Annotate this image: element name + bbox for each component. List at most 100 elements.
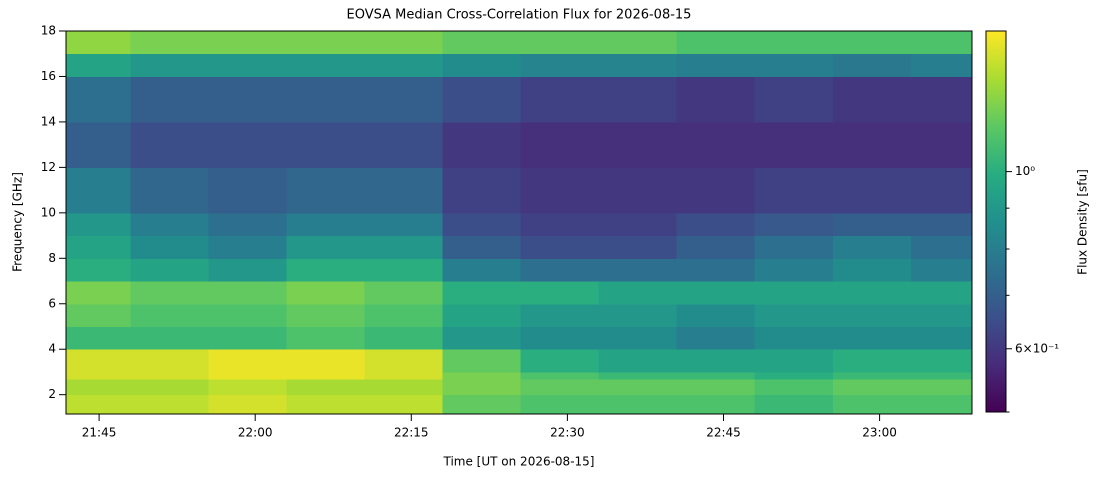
heatmap-cell xyxy=(520,303,600,327)
heatmap-cell xyxy=(364,53,444,77)
heatmap-cell xyxy=(832,378,912,396)
heatmap-cell xyxy=(754,76,834,123)
heatmap-cell xyxy=(910,394,973,415)
heatmap-cell xyxy=(208,371,287,380)
heatmap-cell xyxy=(832,394,912,415)
heatmap-cell xyxy=(676,281,756,305)
y-tick-label: 16 xyxy=(41,69,56,83)
heatmap-cell xyxy=(66,258,131,282)
heatmap-cell xyxy=(442,326,522,350)
colorbar-tick-label: 10⁰ xyxy=(1015,164,1035,178)
heatmap-cell xyxy=(598,378,678,396)
heatmap-cell xyxy=(520,76,600,123)
heatmap-cell xyxy=(910,167,973,214)
x-tick-label: 22:00 xyxy=(238,426,273,440)
heatmap-cell xyxy=(364,303,444,327)
heatmap-cell xyxy=(598,31,678,55)
heatmap-cell xyxy=(910,31,973,55)
heatmap-cell xyxy=(442,76,522,123)
y-tick-label: 6 xyxy=(48,296,56,310)
heatmap-cell xyxy=(364,258,444,282)
heatmap-cell xyxy=(364,394,444,415)
heatmap-cell xyxy=(598,121,678,168)
heatmap-cell xyxy=(598,167,678,214)
heatmap-cell xyxy=(676,53,756,77)
heatmap-cell xyxy=(66,76,131,123)
heatmap-cell xyxy=(598,326,678,350)
heatmap-cell xyxy=(520,394,600,415)
heatmap-cell xyxy=(520,281,600,305)
heatmap-cell xyxy=(286,76,365,123)
heatmap-cell xyxy=(208,76,287,123)
heatmap-cell xyxy=(130,371,209,380)
heatmap-cell xyxy=(286,258,365,282)
heatmap-cell xyxy=(520,349,600,373)
heatmap-cell xyxy=(832,303,912,327)
heatmap-cell xyxy=(754,212,834,237)
y-axis-label: Frequency [GHz] xyxy=(11,172,25,272)
colorbar xyxy=(985,30,1007,413)
heatmap-cell xyxy=(364,371,444,380)
heatmap-cell xyxy=(364,349,444,373)
heatmap-cell xyxy=(130,212,209,237)
heatmap-cell xyxy=(910,258,973,282)
heatmap-cell xyxy=(910,371,973,380)
heatmap-cell xyxy=(832,212,912,237)
heatmap-cell xyxy=(598,303,678,327)
heatmap-cell xyxy=(832,326,912,350)
heatmap-cell xyxy=(66,212,131,237)
heatmap-cell xyxy=(442,394,522,415)
heatmap-cell xyxy=(520,31,600,55)
heatmap-cell xyxy=(364,326,444,350)
heatmap-cell xyxy=(520,53,600,77)
heatmap-cell xyxy=(130,378,209,396)
heatmap-cell xyxy=(66,53,131,77)
heatmap-cell xyxy=(910,349,973,373)
heatmap-cell xyxy=(754,121,834,168)
heatmap-cell xyxy=(442,281,522,305)
y-tick-label: 2 xyxy=(48,387,56,401)
heatmap-cell xyxy=(676,258,756,282)
heatmap-cell xyxy=(442,235,522,259)
heatmap-cell xyxy=(754,326,834,350)
heatmap-cell xyxy=(208,31,287,55)
heatmap-cell xyxy=(754,378,834,396)
heatmap-cell xyxy=(832,53,912,77)
colorbar-tick-label: 6×10⁻¹ xyxy=(1015,341,1059,355)
heatmap-cell xyxy=(910,121,973,168)
heatmap-cell xyxy=(520,212,600,237)
heatmap-cell xyxy=(66,31,131,55)
heatmap-cell xyxy=(754,53,834,77)
heatmap-cell xyxy=(66,121,131,168)
heatmap-cell xyxy=(286,235,365,259)
x-tick-label: 22:15 xyxy=(394,426,429,440)
heatmap-cell xyxy=(286,378,365,396)
heatmap-cell xyxy=(442,303,522,327)
heatmap-cell xyxy=(208,235,287,259)
heatmap-cell xyxy=(66,326,131,350)
heatmap-cell xyxy=(598,235,678,259)
heatmap-cell xyxy=(442,371,522,380)
heatmap-cell xyxy=(676,121,756,168)
heatmap-cell xyxy=(66,349,131,373)
heatmap-cell xyxy=(208,326,287,350)
heatmap-cell xyxy=(66,281,131,305)
x-tick-label: 21:45 xyxy=(82,426,117,440)
heatmap-cell xyxy=(364,212,444,237)
heatmap-cell xyxy=(130,394,209,415)
heatmap-cell xyxy=(130,167,209,214)
heatmap-cell xyxy=(442,349,522,373)
heatmap-cell xyxy=(208,258,287,282)
heatmap-cell xyxy=(910,378,973,396)
x-tick-label: 23:00 xyxy=(862,426,897,440)
heatmap-cell xyxy=(598,349,678,373)
heatmap-cell xyxy=(66,235,131,259)
heatmap-cell xyxy=(130,53,209,77)
y-tick-label: 4 xyxy=(48,342,56,356)
heatmap-cell xyxy=(364,281,444,305)
heatmap-cell xyxy=(598,212,678,237)
heatmap-cell xyxy=(442,258,522,282)
heatmap-cell xyxy=(130,326,209,350)
y-tick-label: 10 xyxy=(41,205,56,219)
heatmap-cell xyxy=(910,303,973,327)
